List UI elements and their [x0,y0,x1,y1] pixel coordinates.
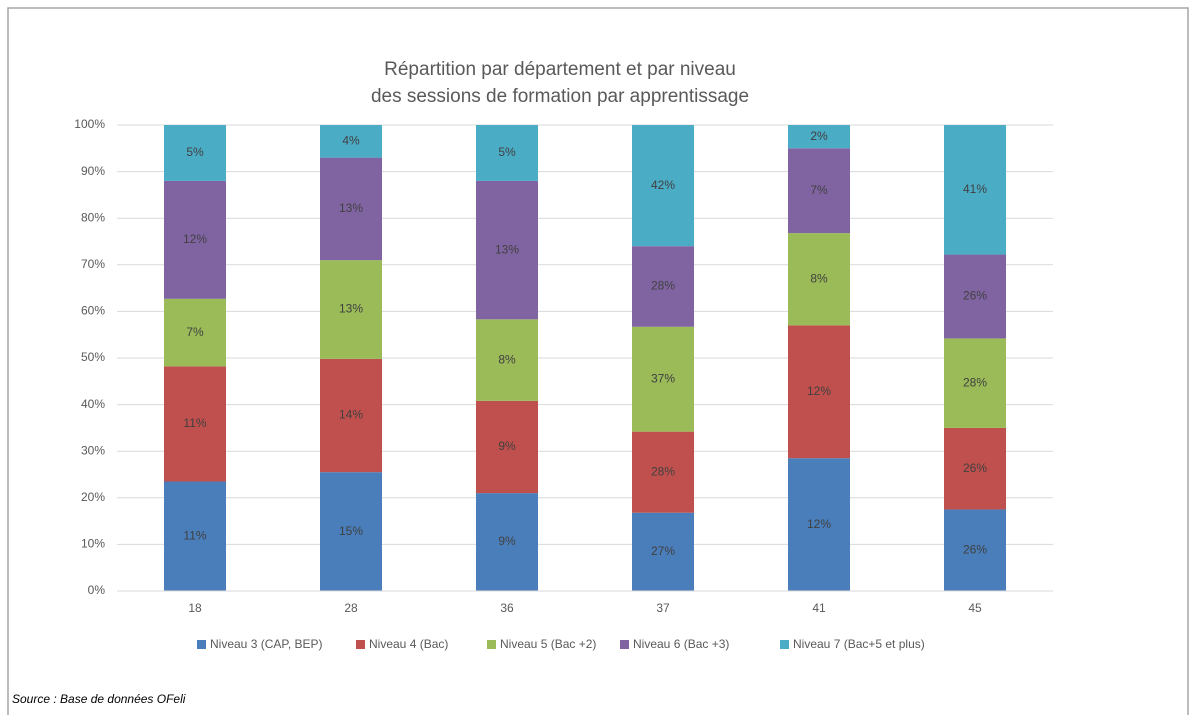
bar-segment [476,180,538,320]
data-label: 11% [183,416,206,430]
legend-swatch [487,640,496,649]
y-tick-label: 10% [81,537,105,551]
data-label: 27% [651,544,675,558]
data-label: 42% [651,178,675,192]
legend-label: Niveau 3 (CAP, BEP) [210,637,323,651]
data-label: 9% [498,439,516,453]
bar-segment [632,125,694,247]
bar-segment [632,512,694,591]
data-label: 5% [186,145,204,159]
x-tick-label: 18 [188,601,202,615]
bar-segment [476,400,538,494]
chart-title: des sessions de formation par apprentiss… [371,86,749,107]
bar-segment [164,481,226,591]
bar-segment [632,246,694,327]
data-label: 12% [807,517,831,531]
bar-segment [320,358,382,473]
x-tick-label: 41 [812,601,826,615]
bar-segment [788,125,850,149]
legend-label: Niveau 4 (Bac) [369,637,448,651]
data-label: 2% [810,129,828,143]
x-tick-label: 45 [968,601,982,615]
legend-label: Niveau 6 (Bac +3) [633,637,729,651]
source-note: Source : Base de données OFeli [12,692,186,706]
data-label: 15% [339,524,363,538]
y-tick-label: 100% [74,117,105,131]
data-label: 13% [339,302,363,316]
legend-swatch [620,640,629,649]
bar-segment [944,509,1006,591]
data-label: 13% [339,201,363,215]
data-label: 28% [651,279,675,293]
data-label: 26% [963,289,987,303]
legend-swatch [197,640,206,649]
data-label: 7% [810,183,828,197]
bar-segment [944,338,1006,428]
data-label: 28% [963,375,987,389]
x-tick-label: 37 [656,601,670,615]
bar-segment [944,427,1006,510]
bar-segment [164,125,226,181]
y-tick-label: 20% [81,490,105,504]
y-tick-label: 90% [81,164,105,178]
data-label: 26% [963,461,987,475]
y-tick-label: 70% [81,257,105,271]
bar-segment [320,260,382,359]
data-label: 14% [339,408,363,422]
legend-swatch [780,640,789,649]
data-label: 12% [807,384,831,398]
bar-segment [632,326,694,432]
y-tick-label: 30% [81,443,105,457]
bar-segment [944,254,1006,339]
bar-segment [944,125,1006,255]
data-label: 37% [651,371,675,385]
bar-segment [320,157,382,261]
data-label: 9% [498,534,516,548]
y-tick-label: 0% [88,583,106,597]
y-tick-label: 60% [81,304,105,318]
y-tick-label: 80% [81,210,105,224]
bar-segment [788,325,850,459]
data-label: 8% [498,352,516,366]
bar-segment [164,298,226,367]
data-label: 7% [186,325,204,339]
bar-segment [164,366,226,482]
data-label: 5% [498,145,516,159]
bar-segment [476,493,538,591]
bar-segment [164,180,226,299]
x-tick-label: 36 [500,601,514,615]
y-tick-label: 40% [81,397,105,411]
legend-swatch [356,640,365,649]
data-label: 41% [963,182,987,196]
bar-segment [788,458,850,591]
bar-segment [320,125,382,158]
chart-title: Répartition par département et par nivea… [384,59,736,80]
data-label: 8% [810,271,828,285]
x-tick-label: 28 [344,601,358,615]
bar-segment [788,148,850,234]
bar-segment [320,472,382,591]
bar-segment [632,431,694,513]
data-label: 11% [183,528,206,542]
bar-segment [476,125,538,181]
bar-segment [788,233,850,326]
legend-label: Niveau 5 (Bac +2) [500,637,596,651]
data-label: 13% [495,242,519,256]
data-label: 4% [342,133,360,147]
data-label: 12% [183,232,207,246]
data-label: 26% [963,542,987,556]
legend-label: Niveau 7 (Bac+5 et plus) [793,637,925,651]
bar-segment [476,319,538,401]
y-tick-label: 50% [81,350,105,364]
data-label: 28% [651,464,675,478]
